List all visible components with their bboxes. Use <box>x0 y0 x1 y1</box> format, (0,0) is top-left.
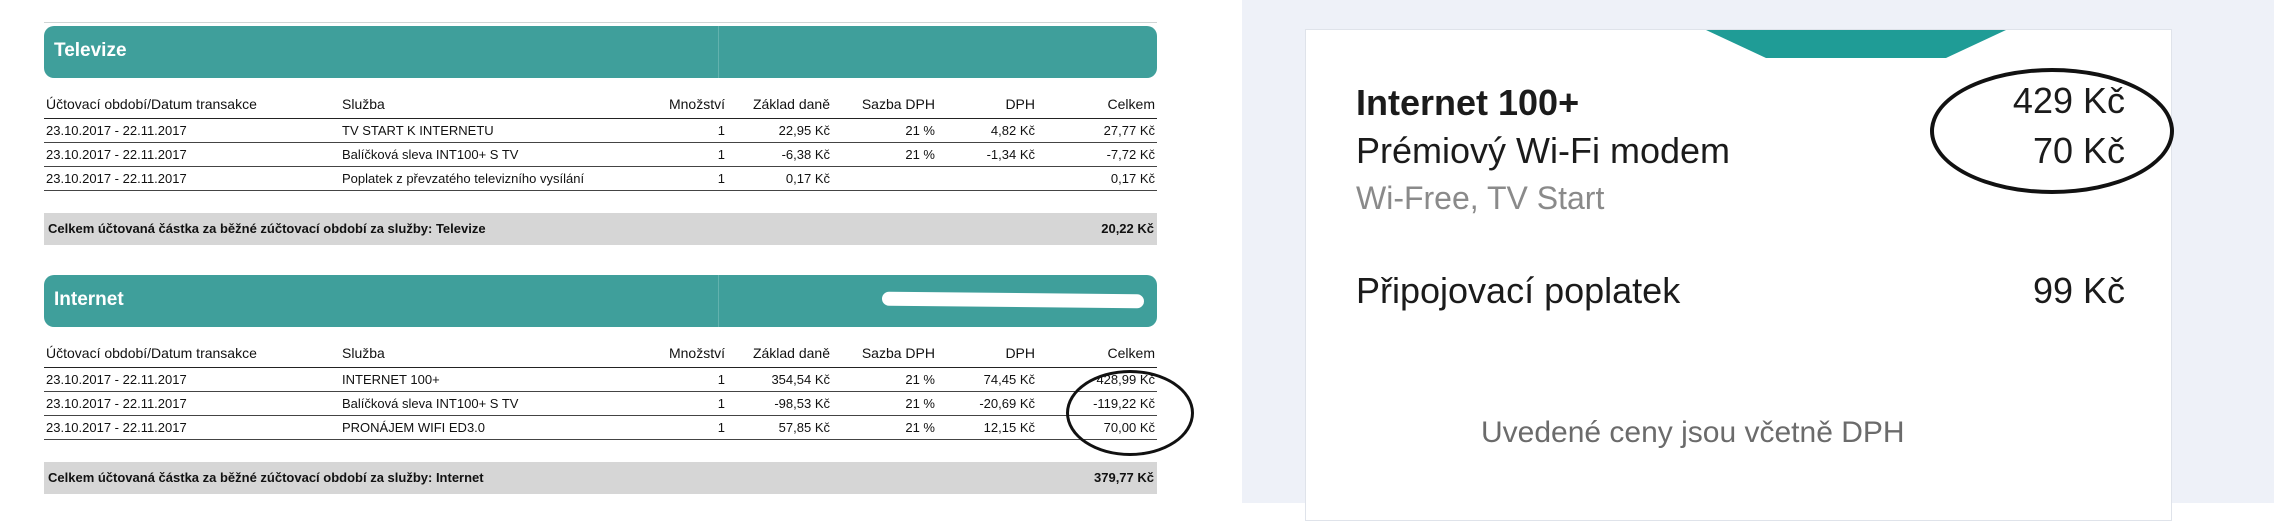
table-row: 23.10.2017 - 22.11.2017 Balíčková sleva … <box>44 392 1157 416</box>
vat-note: Uvedené ceny jsou včetně DPH <box>1481 416 1905 449</box>
invoice-panel: Televize Účtovací období/Datum transakce… <box>44 22 1194 494</box>
col-period: Účtovací období/Datum transakce <box>46 96 257 112</box>
col-rate: Sazba DPH <box>861 96 935 112</box>
cell-service: Balíčková sleva INT100+ S TV <box>342 396 519 411</box>
cell-period: 23.10.2017 - 22.11.2017 <box>46 147 187 162</box>
cell-base: 57,85 Kč <box>778 420 830 435</box>
column-headers: Účtovací období/Datum transakce Služba M… <box>44 78 1157 118</box>
table-row: 23.10.2017 - 22.11.2017 Poplatek z převz… <box>44 167 1157 191</box>
cell-total: -7,72 Kč <box>1106 147 1155 162</box>
modem-name: Prémiový Wi-Fi modem <box>1356 130 1731 171</box>
cell-qty: 1 <box>717 147 725 162</box>
table-body: 23.10.2017 - 22.11.2017 INTERNET 100+ 1 … <box>44 367 1157 440</box>
section-title: Televize <box>54 40 127 61</box>
col-qty: Množství <box>668 96 725 112</box>
cell-vat: -1,34 Kč <box>986 147 1035 162</box>
cell-qty: 1 <box>717 123 725 138</box>
cell-rate: 21 % <box>905 147 935 162</box>
cell-period: 23.10.2017 - 22.11.2017 <box>46 123 187 138</box>
cell-base: -6,38 Kč <box>781 147 830 162</box>
col-period: Účtovací období/Datum transakce <box>46 345 257 361</box>
cell-rate: 21 % <box>905 420 935 435</box>
col-qty: Množství <box>668 345 725 361</box>
cell-period: 23.10.2017 - 22.11.2017 <box>46 420 187 435</box>
section-title: Internet <box>54 289 124 310</box>
extras-text: Wi-Free, TV Start <box>1356 180 1605 216</box>
cell-vat: 4,82 Kč <box>990 123 1035 138</box>
column-headers: Účtovací období/Datum transakce Služba M… <box>44 327 1157 367</box>
col-total: Celkem <box>1107 345 1155 361</box>
teal-tab-decoration <box>1706 30 2006 58</box>
cell-service: TV START K INTERNETU <box>342 123 494 138</box>
col-base: Základ daně <box>752 345 830 361</box>
section-total-label: Celkem účtovaná částka za běžné zúčtovac… <box>48 470 484 485</box>
col-total: Celkem <box>1107 96 1155 112</box>
cell-base: 22,95 Kč <box>778 123 830 138</box>
cell-base: -98,53 Kč <box>774 396 830 411</box>
cell-service: Balíčková sleva INT100+ S TV <box>342 147 519 162</box>
section-total-bar: Celkem účtovaná částka za běžné zúčtovac… <box>44 462 1157 494</box>
fee-price: 99 Kč <box>2032 270 2125 311</box>
fee-name: Připojovací poplatek <box>1356 270 1681 311</box>
hand-drawn-ellipse <box>1930 68 2174 194</box>
section-televize: Televize Účtovací období/Datum transakce… <box>44 26 1157 245</box>
col-vat: DPH <box>1005 345 1035 361</box>
cell-vat: 12,15 Kč <box>983 420 1035 435</box>
table-row: 23.10.2017 - 22.11.2017 INTERNET 100+ 1 … <box>44 368 1157 392</box>
section-total-label: Celkem účtovaná částka za běžné zúčtovac… <box>48 221 486 236</box>
section-total-bar: Celkem účtovaná částka za běžné zúčtovac… <box>44 213 1157 245</box>
cell-vat: 74,45 Kč <box>983 372 1035 387</box>
section-total-value: 379,77 Kč <box>1094 470 1154 485</box>
cell-rate: 21 % <box>905 396 935 411</box>
cell-service: INTERNET 100+ <box>342 372 440 387</box>
table-row: 23.10.2017 - 22.11.2017 TV START K INTER… <box>44 119 1157 143</box>
cell-base: 0,17 Kč <box>785 171 830 186</box>
col-service: Služba <box>342 345 385 361</box>
cell-rate: 21 % <box>905 123 935 138</box>
hand-drawn-ellipse <box>1066 370 1194 456</box>
cell-period: 23.10.2017 - 22.11.2017 <box>46 372 187 387</box>
cell-qty: 1 <box>717 372 725 387</box>
cell-vat: -20,69 Kč <box>979 396 1035 411</box>
offer-panel: Internet 100+ 429 Kč Prémiový Wi-Fi mode… <box>1242 0 2274 521</box>
col-rate: Sazba DPH <box>861 345 935 361</box>
section-total-value: 20,22 Kč <box>1101 221 1154 236</box>
cell-service: PRONÁJEM WIFI ED3.0 <box>342 420 486 435</box>
col-base: Základ daně <box>752 96 830 112</box>
cell-period: 23.10.2017 - 22.11.2017 <box>46 396 187 411</box>
table-row: 23.10.2017 - 22.11.2017 Balíčková sleva … <box>44 143 1157 167</box>
header-divider <box>718 275 719 327</box>
plan-name: Internet 100+ <box>1356 82 1580 123</box>
section-header: Internet <box>44 275 1157 327</box>
cell-rate: 21 % <box>905 372 935 387</box>
redaction-mark <box>881 291 1145 309</box>
col-vat: DPH <box>1005 96 1035 112</box>
section-internet: Internet Účtovací období/Datum transakce… <box>44 275 1157 494</box>
table-body: 23.10.2017 - 22.11.2017 TV START K INTER… <box>44 118 1157 191</box>
cell-total: 0,17 Kč <box>1110 171 1155 186</box>
cell-qty: 1 <box>717 396 725 411</box>
cell-qty: 1 <box>717 171 725 186</box>
col-service: Služba <box>342 96 385 112</box>
cell-base: 354,54 Kč <box>771 372 830 387</box>
top-divider <box>44 22 1157 23</box>
cell-service: Poplatek z převzatého televizního vysílá… <box>342 171 585 186</box>
cell-period: 23.10.2017 - 22.11.2017 <box>46 171 187 186</box>
table-row: 23.10.2017 - 22.11.2017 PRONÁJEM WIFI ED… <box>44 416 1157 440</box>
section-header: Televize <box>44 26 1157 78</box>
cell-total: 27,77 Kč <box>1103 123 1155 138</box>
cell-qty: 1 <box>717 420 725 435</box>
header-divider <box>718 26 719 78</box>
